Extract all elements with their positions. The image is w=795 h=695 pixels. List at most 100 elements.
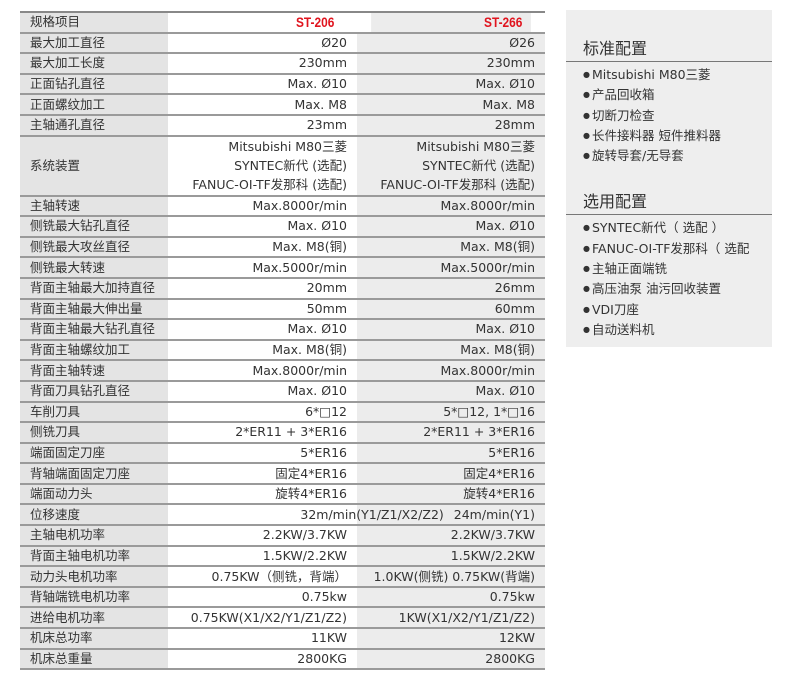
table-row: 侧铣最大攻丝直径 Max. M8(铜) Max. M8(铜) [20,236,545,259]
spec-table: 规格项目 ST-206 ST-266 最大加工直径 Ø20 Ø26 最大加工长度 230… [20,11,545,671]
spec-label: 背面刀具钻孔直径 [20,380,168,403]
table-row: 侧铣刀具 2*ER11 + 3*ER16 2*ER11 + 3*ER16 [20,422,545,444]
st-206-value: 固定4*ER16 [168,463,357,485]
table-row: 端面固定刀座 5*ER16 5*ER16 [20,442,545,465]
table-row: 主轴通孔直径 23mm 28mm [20,114,545,137]
spec-label: 进给电机功率 [20,607,168,630]
st-206-value: 5*ER16 [168,442,357,465]
system-values-a: Mitsubishi M80三菱 SYNTEC新代 (选配) FANUC-OI-TF… [168,135,357,197]
st-206-value: 6*□12 [168,401,357,424]
st-266-value: Max.8000r/min [357,195,545,218]
spec-label: 正面钻孔直径 [20,73,168,96]
st-266-value: Max. Ø10 [357,380,545,403]
optional-config-list: SYNTEC新代（ 选配 ）FANUC-OI-TF发那科（ 选配主轴正面端铣高压… [566,218,772,340]
spec-label: 主轴通孔直径 [20,114,168,137]
system-line: Mitsubishi M80三菱 [416,139,535,155]
table-row: 背面主轴最大加持直径 20mm 26mm [20,277,545,300]
spec-label: 最大加工直径 [20,32,168,55]
header-label: 规格项目 [20,12,168,34]
st-266-value: Ø26 [357,32,545,55]
st-206-value: Ø20 [168,32,357,55]
st-266-value: 1KW(X1/X2/Y1/Z1/Z2) [357,607,545,630]
spec-label: 背面主轴最大钻孔直径 [20,319,168,341]
st-266-value: 230mm [357,53,545,75]
table-row: 动力头电机功率 0.75KW（侧铣，背端） 1.0KW(侧铣) 0.75KW(背端) [20,566,545,588]
st-206-value: 旋转4*ER16 [168,483,357,506]
st-206-value: 1.5KW/2.2KW [168,545,357,568]
st-206-value: Max.8000r/min [168,360,357,382]
st-266-value: Max. Ø10 [357,319,545,341]
st-266-value: Max. M8(铜) [357,339,545,362]
spec-label: 侧铣最大钻孔直径 [20,216,168,238]
st-266-value: 5*ER16 [357,442,545,465]
st-266-value: 0.75kw [357,586,545,609]
st-266-value: Max.5000r/min [357,257,545,279]
model-st-266: ST-266 [371,12,531,34]
spec-label: 端面动力头 [20,483,168,506]
config-item: VDI刀座 [583,300,772,320]
st-206-value: 11KW [168,628,357,650]
config-item: FANUC-OI-TF发那科（ 选配 [583,239,772,259]
spec-label: 系统装置 [20,135,168,197]
spec-label: 车削刀具 [20,401,168,424]
table-row: 进给电机功率 0.75KW(X1/X2/Y1/Z1/Z2) 1KW(X1/X2/Y1… [20,607,545,630]
config-item: 自动送料机 [583,320,772,340]
st-266-value: 旋转4*ER16 [357,483,545,506]
st-206-value: Max. Ø10 [168,380,357,403]
st-206-value: 2*ER11 + 3*ER16 [168,422,357,444]
table-row-system: 系统装置 Mitsubishi M80三菱 SYNTEC新代 (选配) FANUC-O… [20,135,545,197]
spec-label: 背轴端铣电机功率 [20,586,168,609]
spec-label: 侧铣最大攻丝直径 [20,236,168,259]
config-panel: 标准配置 Mitsubishi M80三菱产品回收箱切断刀检查长件接料器 短件推… [566,10,772,347]
st-266-value: 2800KG [357,648,545,671]
system-line: Mitsubishi M80三菱 [228,139,347,155]
table-row: 侧铣最大转速 Max.5000r/min Max.5000r/min [20,257,545,279]
spec-label: 侧铣最大转速 [20,257,168,279]
spec-label: 动力头电机功率 [20,566,168,588]
st-206-value: Max.8000r/min [168,195,357,218]
config-item: 高压油泵 油污回收装置 [583,279,772,299]
spec-label: 最大加工长度 [20,53,168,75]
spec-label: 端面固定刀座 [20,442,168,465]
st-266-value: 1.5KW/2.2KW [357,545,545,568]
config-item: 切断刀检查 [583,106,772,126]
st-206-value: 0.75KW（侧铣，背端） [168,566,357,588]
spec-label: 侧铣刀具 [20,422,168,444]
st-266-value: 2.2KW/3.7KW [357,525,545,547]
spec-label: 背面主轴电机功率 [20,545,168,568]
st-206-value: Max. M8(铜) [168,236,357,259]
config-item: 旋转导套/无导套 [583,146,772,166]
table-row: 机床总重量 2800KG 2800KG [20,648,545,671]
table-row: 背面主轴螺纹加工 Max. M8(铜) Max. M8(铜) [20,339,545,362]
table-row: 车削刀具 6*□12 5*□12, 1*□16 [20,401,545,424]
table-row: 背面主轴转速 Max.8000r/min Max.8000r/min [20,360,545,382]
table-row-speed: 位移速度 32m/min(Y1/Z1/X2/Z2) 24m/min(Y1) [20,504,545,527]
table-row: 背面主轴最大钻孔直径 Max. Ø10 Max. Ø10 [20,319,545,341]
table-row: 机床总功率 11KW 12KW [20,628,545,650]
st-266-value: 2*ER11 + 3*ER16 [357,422,545,444]
system-line: SYNTEC新代 (选配) [234,158,347,174]
st-266-value: 26mm [357,277,545,300]
config-item: 产品回收箱 [583,85,772,105]
table-row: 最大加工直径 Ø20 Ø26 [20,32,545,55]
system-values-b: Mitsubishi M80三菱 SYNTEC新代 (选配) FANUC-OI-TF… [357,135,545,197]
st-266-value: 12KW [357,628,545,650]
st-206-value: 32m/min(Y1/Z1/X2/Z2) [300,506,444,522]
st-206-value: 20mm [168,277,357,300]
system-line: FANUC-OI-TF发那科 (选配) [192,177,347,193]
table-row: 背面主轴最大伸出量 50mm 60mm [20,298,545,321]
spec-label: 机床总重量 [20,648,168,671]
system-line: FANUC-OI-TF发那科 (选配) [380,177,535,193]
system-line: SYNTEC新代 (选配) [422,158,535,174]
spec-label: 背面主轴最大加持直径 [20,277,168,300]
table-row: 正面钻孔直径 Max. Ø10 Max. Ø10 [20,73,545,96]
st-206-value: Max. Ø10 [168,319,357,341]
spec-label: 位移速度 [20,504,168,527]
table-header-row: 规格项目 ST-206 ST-266 [20,12,545,34]
st-206-value: 0.75KW(X1/X2/Y1/Z1/Z2) [168,607,357,630]
speed-values: 32m/min(Y1/Z1/X2/Z2) 24m/min(Y1) [168,504,545,527]
st-206-value: Max.5000r/min [168,257,357,279]
st-266-value: 1.0KW(侧铣) 0.75KW(背端) [357,566,545,588]
st-266-value: 固定4*ER16 [357,463,545,485]
table-row: 背轴端铣电机功率 0.75kw 0.75kw [20,586,545,609]
